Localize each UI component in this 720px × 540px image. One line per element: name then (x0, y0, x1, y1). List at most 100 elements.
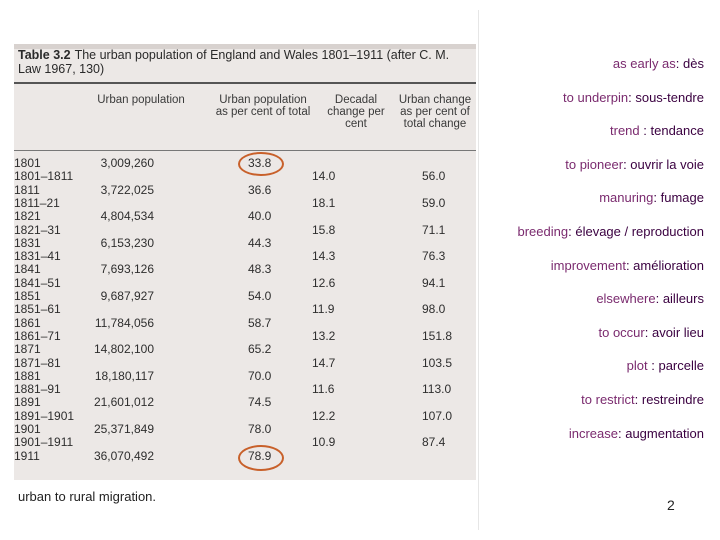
cell-chg: 113.0 (422, 382, 452, 397)
vocab-definition: ailleurs (662, 291, 704, 307)
vocab-term: breeding (517, 224, 569, 239)
vocab-item: to occur: avoir lieu (598, 325, 704, 340)
vocab-definition: fumage (660, 190, 704, 206)
cell-pct: 58.7 (248, 315, 272, 330)
cell-pop: 6,153,230 (100, 235, 154, 250)
cell-pop: 3,009,260 (100, 156, 154, 170)
header-urban-change: Urban change as per cent of total change (398, 94, 472, 130)
table-row: 1851 9,687,927 54.0 (14, 289, 476, 303)
vocab-item: breeding: élevage / reproduction (518, 224, 705, 239)
vocab-separator: : (653, 190, 661, 206)
cell-year: 1841 (14, 262, 41, 277)
vocab-definition: élevage / reproduction (575, 224, 704, 239)
vocab-separator: : (655, 291, 663, 307)
vocab-term: plot (626, 358, 648, 374)
cell-dec: 14.0 (312, 169, 336, 184)
cell-pct: 65.2 (248, 342, 272, 357)
cell-pop: 11,784,056 (94, 315, 154, 330)
vocab-item: trend : tendance (610, 123, 704, 138)
table-row: 1871–81 14.7 103.5 (14, 356, 476, 370)
vocab-item: to restrict: restreindre (581, 392, 704, 407)
cell-pop: 14,802,100 (93, 342, 154, 357)
vocab-term: increase (568, 425, 618, 441)
cell-chg: 56.0 (422, 169, 446, 184)
table-row: 1861 11,784,056 58.7 (14, 316, 476, 330)
cell-chg: 71.1 (422, 222, 446, 237)
cell-year: 1891–1901 (14, 408, 75, 423)
cell-year: 1851–61 (14, 302, 61, 317)
table-caption-text: The urban population of England and Wale… (18, 48, 450, 76)
table-row: 1811–21 18.1 59.0 (14, 196, 476, 210)
vocab-separator: : (628, 89, 636, 105)
vocab-term: to pioneer (565, 156, 624, 172)
vocab-definition: amélioration (633, 257, 704, 273)
cell-chg: 59.0 (422, 195, 446, 210)
cell-year: 1881–91 (14, 382, 61, 397)
vocab-definition: tendance (650, 123, 705, 139)
vocab-item: elsewhere: ailleurs (596, 291, 704, 306)
cell-year: 1871 (14, 342, 41, 357)
table-row: 1841 7,693,126 48.3 (14, 262, 476, 276)
vocab-item: plot : parcelle (627, 358, 704, 373)
vocab-item: to underpin: sous-tendre (563, 90, 704, 105)
cell-dec: 10.9 (312, 435, 336, 450)
cell-year: 1811–21 (14, 195, 60, 210)
table-row: 1881 18,180,117 70.0 (14, 369, 476, 383)
vocab-item: improvement: amélioration (551, 258, 704, 273)
vocab-term: to occur (598, 324, 645, 340)
vocab-definition: sous-tendre (635, 89, 704, 105)
vocab-item: to pioneer: ouvrir la voie (565, 157, 704, 172)
cell-pct: 36.6 (248, 182, 272, 197)
table-row: 1871 14,802,100 65.2 (14, 342, 476, 356)
table-row: 1901 25,371,849 78.0 (14, 422, 476, 436)
table-row: 1841–51 12.6 94.1 (14, 276, 476, 290)
table-label: Table 3.2 (18, 48, 71, 62)
cell-chg: 94.1 (422, 275, 446, 290)
cell-year: 1861 (14, 315, 41, 330)
vocab-definition: augmentation (625, 425, 704, 441)
cell-year: 1901–1911 (14, 435, 74, 450)
vocab-definition: parcelle (658, 358, 704, 374)
cell-year: 1831–41 (14, 249, 61, 264)
cell-chg: 107.0 (422, 408, 453, 423)
vocab-term: trend (610, 123, 640, 139)
cell-pop: 36,070,492 (93, 448, 154, 463)
cell-pct: 74.5 (248, 395, 272, 410)
vocab-term: as early as (612, 56, 676, 71)
vocab-separator: : (647, 358, 659, 374)
table-row: 1801–1811 14.0 56.0 (14, 169, 476, 183)
table-row: 1811 3,722,025 36.6 (14, 183, 476, 197)
table-row: 1861–71 13.2 151.8 (14, 329, 476, 343)
cell-year: 1901 (14, 422, 41, 436)
cell-dec: 14.3 (312, 249, 336, 264)
cell-pct: 70.0 (248, 368, 272, 383)
vocab-definition: dès (683, 56, 704, 71)
table-row: 1891–1901 12.2 107.0 (14, 409, 476, 423)
table-caption: Table 3.2 The urban population of England… (18, 48, 458, 76)
cell-year: 1831 (14, 235, 41, 250)
table-row: 1881–91 11.6 113.0 (14, 382, 476, 396)
cell-pop: 7,693,126 (100, 262, 154, 277)
table-row: 1821–31 15.8 71.1 (14, 223, 476, 237)
scan-top-edge (14, 44, 476, 49)
cell-dec: 13.2 (312, 328, 336, 343)
cell-dec: 11.6 (312, 382, 335, 397)
cell-pct: 54.0 (248, 289, 272, 303)
cell-pop: 21,601,012 (93, 395, 154, 410)
vocab-separator: : (675, 56, 684, 71)
vocab-separator: : (644, 324, 652, 340)
cell-year: 1881 (14, 368, 41, 383)
cell-pop: 9,687,927 (100, 289, 154, 303)
header-decadal-change: Decadal change per cent (327, 94, 385, 130)
cell-year: 1801 (14, 156, 41, 170)
slide-number: 2 (667, 497, 675, 513)
cell-year: 1821–31 (14, 222, 61, 237)
cell-year: 1891 (14, 395, 41, 410)
cell-pop: 18,180,117 (94, 368, 154, 383)
vocab-term: manuring (599, 190, 654, 206)
vocab-term: to underpin (563, 89, 629, 105)
cell-chg: 151.8 (422, 328, 453, 343)
vocab-definition: ouvrir la voie (630, 156, 704, 172)
cell-pop: 4,804,534 (100, 209, 154, 224)
cell-pct: 78.0 (248, 422, 272, 436)
